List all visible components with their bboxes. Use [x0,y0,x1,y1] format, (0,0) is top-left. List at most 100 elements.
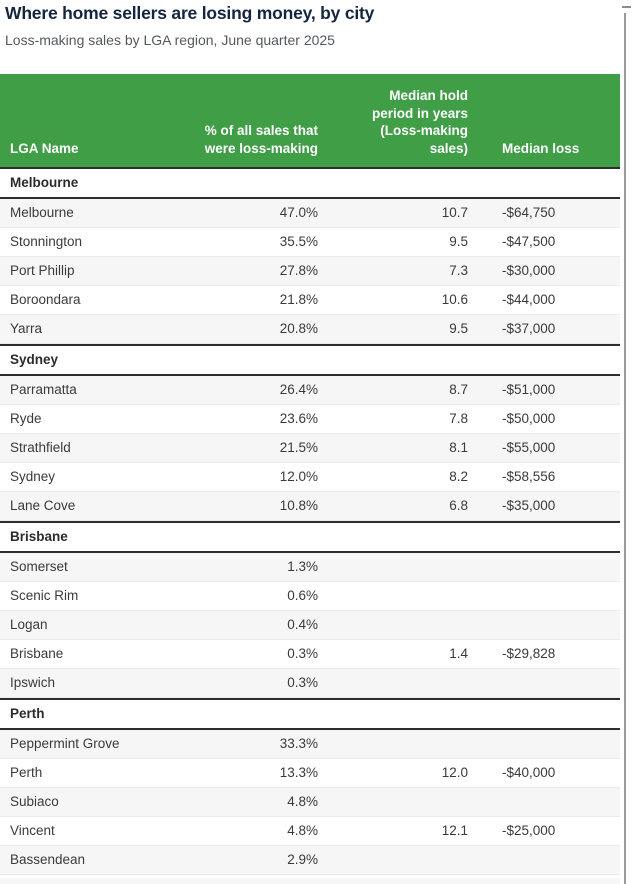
table-section: Perth Peppermint Grove 33.3% Perth 13.3% 12.0… [0,698,620,875]
hold-period-cell [318,730,468,758]
lga-name-cell: Peppermint Grove [10,736,120,751]
table-body: Melbourne Melbourne 47.0% 10.7 -$64,750 Stonn… [0,167,620,875]
pct-loss-making-cell: 1.3% [287,559,318,574]
hold-period-cell [318,553,468,581]
median-loss-cell [468,788,620,816]
lga-name-cell: Melbourne [10,205,74,220]
hold-period-cell: 12.1 [441,823,468,838]
hold-period-cell: 10.6 [441,292,468,307]
lga-name-cell: Parramatta [10,382,77,397]
lga-name-cell: Ryde [10,411,42,426]
table-row: Brisbane 0.3% 1.4 -$29,828 [0,640,620,669]
table-section: Melbourne Melbourne 47.0% 10.7 -$64,750 Stonn… [0,167,620,344]
pct-loss-making-cell: 0.3% [287,646,318,661]
pct-loss-making-cell: 27.8% [279,263,318,278]
hold-period-cell: 9.5 [449,321,468,336]
lga-name-cell: Stonnington [10,234,83,249]
table-row: Boroondara 21.8% 10.6 -$44,000 [0,286,620,315]
column-header-hold-period: Median hold period in years (Loss-making… [371,87,468,157]
pct-loss-making-cell: 23.6% [279,411,318,426]
lga-name-cell: Boroondara [10,292,81,307]
table-row: Port Phillip 27.8% 7.3 -$30,000 [0,257,620,286]
page: Where home sellers are losing money, by … [0,3,632,884]
hold-period-cell: 8.1 [449,440,468,455]
median-loss-cell: -$40,000 [502,765,556,780]
median-loss-cell: -$25,000 [502,823,556,838]
median-loss-cell: -$58,556 [502,469,556,484]
page-title: Where home sellers are losing money, by … [5,3,375,23]
median-loss-cell: -$30,000 [502,263,556,278]
section-header: Sydney [0,344,620,376]
section-rows: Somerset 1.3% Scenic Rim 0.6% Logan 0.4% Brisb… [0,553,620,698]
median-loss-cell [468,669,620,697]
scrollbar-track[interactable] [624,13,626,884]
pct-loss-making-cell: 13.3% [279,765,318,780]
column-header-lga-name: LGA Name [10,141,79,157]
median-loss-cell: -$44,000 [502,292,556,307]
lga-name-cell: Brisbane [10,646,64,661]
table-row: Sydney 12.0% 8.2 -$58,556 [0,463,620,492]
hold-period-cell [318,788,468,816]
section-rows: Parramatta 26.4% 8.7 -$51,000 Ryde 23.6% 7.8 -$… [0,376,620,521]
pct-loss-making-cell: 4.8% [287,823,318,838]
hold-period-cell: 7.8 [449,411,468,426]
hold-period-cell: 8.2 [449,469,468,484]
median-loss-cell: -$47,500 [502,234,556,249]
pct-loss-making-cell: 0.4% [287,617,318,632]
section-header: Perth [0,698,620,730]
pct-loss-making-cell: 12.0% [279,469,318,484]
pct-loss-making-cell: 4.8% [287,794,318,809]
pct-loss-making-cell: 33.3% [279,736,318,751]
table-row: Lane Cove 10.8% 6.8 -$35,000 [0,492,620,521]
lga-name-cell: Vincent [10,823,55,838]
hold-period-cell: 12.0 [441,765,468,780]
section-header: Melbourne [0,167,620,199]
lga-name-cell: Sydney [10,469,56,484]
table-row: Bassendean 2.9% [0,846,620,875]
median-loss-cell: -$35,000 [502,498,556,513]
median-loss-cell: -$29,828 [502,646,556,661]
table-row: Melbourne 47.0% 10.7 -$64,750 [0,199,620,228]
median-loss-cell: -$55,000 [502,440,556,455]
table-row: Perth 13.3% 12.0 -$40,000 [0,759,620,788]
table-row: Yarra 20.8% 9.5 -$37,000 [0,315,620,344]
table-row: Peppermint Grove 33.3% [0,730,620,759]
lga-name-cell: Logan [10,617,48,632]
table-header-row: LGA Name % of all sales that were loss-m… [0,74,620,167]
hold-period-cell: 6.8 [449,498,468,513]
loss-making-sales-table: LGA Name % of all sales that were loss-m… [0,74,620,875]
median-loss-cell: -$37,000 [502,321,556,336]
pct-loss-making-cell: 47.0% [279,205,318,220]
median-loss-cell: -$51,000 [502,382,556,397]
median-loss-cell [468,730,620,758]
table-row: Logan 0.4% [0,611,620,640]
section-header: Brisbane [0,521,620,553]
pct-loss-making-cell: 21.5% [279,440,318,455]
pct-loss-making-cell: 21.8% [279,292,318,307]
partial-next-row [0,878,620,884]
table-row: Ryde 23.6% 7.8 -$50,000 [0,405,620,434]
hold-period-cell [318,582,468,610]
table-section: Sydney Parramatta 26.4% 8.7 -$51,000 Ryde 23.6… [0,344,620,521]
section-rows: Melbourne 47.0% 10.7 -$64,750 Stonnington 35.… [0,199,620,344]
hold-period-cell: 8.7 [449,382,468,397]
table-section: Brisbane Somerset 1.3% Scenic Rim 0.6% Logan 0… [0,521,620,698]
lga-name-cell: Somerset [10,559,68,574]
lga-name-cell: Ipswich [10,675,56,690]
table-row: Parramatta 26.4% 8.7 -$51,000 [0,376,620,405]
pct-loss-making-cell: 0.6% [287,588,318,603]
median-loss-cell [468,553,620,581]
median-loss-cell [468,846,620,874]
median-loss-cell [468,582,620,610]
lga-name-cell: Strathfield [10,440,71,455]
hold-period-cell [318,669,468,697]
pct-loss-making-cell: 35.5% [279,234,318,249]
table-row: Somerset 1.3% [0,553,620,582]
lga-name-cell: Lane Cove [10,498,76,513]
pct-loss-making-cell: 0.3% [287,675,318,690]
hold-period-cell [318,611,468,639]
scrollbar-thumb[interactable] [622,6,631,8]
pct-loss-making-cell: 20.8% [279,321,318,336]
lga-name-cell: Perth [10,765,43,780]
column-header-pct-loss: % of all sales that were loss-making [204,123,318,157]
